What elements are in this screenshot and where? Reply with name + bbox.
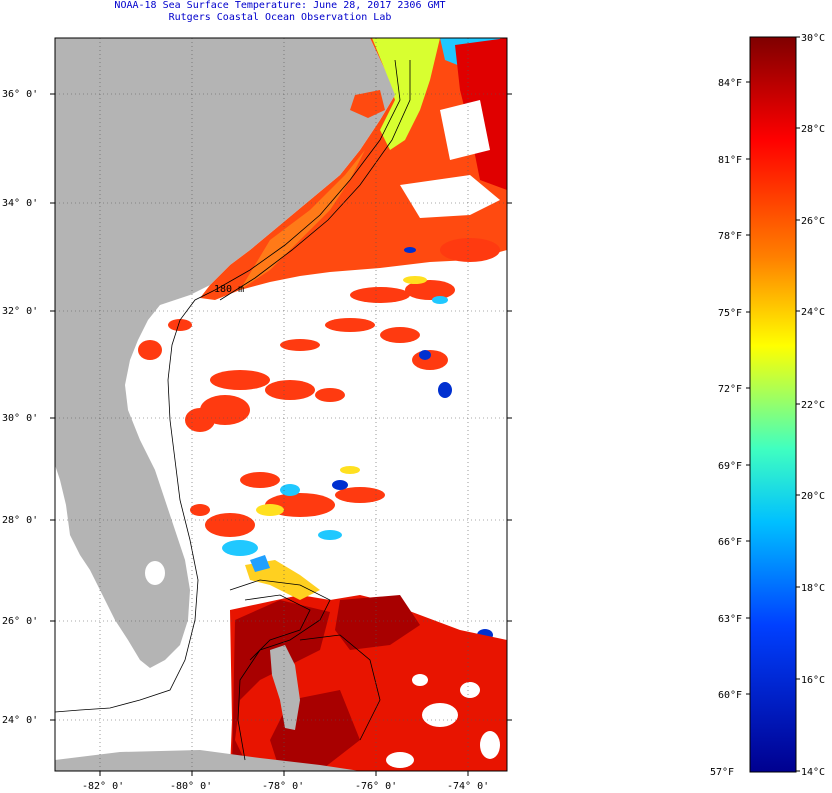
f-label-63: 63°F	[718, 614, 742, 625]
lat-axis	[50, 93, 512, 721]
c-label-30: 30°C	[801, 33, 825, 44]
us-southeast-land	[55, 38, 395, 668]
sst-grand-bahama-cold	[250, 555, 270, 572]
lon-label-76: -76° 0'	[355, 781, 397, 792]
lon-label-82: -82° 0'	[82, 781, 124, 792]
sst-yellow-patches	[256, 276, 427, 516]
c-label-24: 24°C	[801, 307, 825, 318]
cloud-gap-1	[400, 175, 500, 218]
lat-label-36: 36° 0'	[2, 89, 38, 100]
andros-island	[270, 645, 300, 730]
map-title: NOAA-18 Sea Surface Temperature: June 28…	[114, 0, 446, 11]
f-label-57: 57°F	[710, 767, 734, 778]
isobath-contours	[55, 59, 411, 761]
sst-grand-bahama-cool	[245, 560, 320, 600]
c-label-16: 16°C	[801, 675, 825, 686]
lat-label-34: 34° 0'	[2, 198, 38, 209]
f-label-66: 66°F	[718, 537, 742, 548]
sst-bahamas-hot	[232, 600, 330, 771]
cuba-land	[55, 750, 360, 771]
lat-label-24: 24° 0'	[2, 715, 38, 726]
f-label-72: 72°F	[718, 384, 742, 395]
f-label-84: 84°F	[718, 78, 742, 89]
c-label-22: 22°C	[801, 400, 825, 411]
lat-label-32: 32° 0'	[2, 306, 38, 317]
c-label-20: 20°C	[801, 491, 825, 502]
c-label-26: 26°C	[801, 216, 825, 227]
f-label-60: 60°F	[718, 690, 742, 701]
cloud-gap-2	[440, 100, 490, 160]
south-cloud-gaps	[386, 674, 500, 768]
contour-label: 180 m	[214, 284, 244, 295]
lat-label-28: 28° 0'	[2, 515, 38, 526]
lon-labels: -82° 0' -80° 0' -78° 0' -76° 0' -74° 0'	[82, 781, 489, 792]
lat-label-30: 30° 0'	[2, 413, 38, 424]
lon-label-74: -74° 0'	[447, 781, 489, 792]
colorbar-ticks	[746, 36, 800, 772]
lat-labels: 36° 0' 34° 0' 32° 0' 30° 0' 28° 0' 26° 0…	[2, 89, 38, 726]
sst-bahamas-hot-2	[335, 595, 420, 650]
lon-label-80: -80° 0'	[170, 781, 212, 792]
lat-label-26: 26° 0'	[2, 616, 38, 627]
graticule	[55, 38, 507, 771]
lon-axis	[99, 771, 469, 776]
c-label-18: 18°C	[801, 583, 825, 594]
c-label-14: 14°C	[801, 767, 825, 778]
plot-frame	[54, 37, 508, 772]
map-subtitle: Rutgers Coastal Ocean Observation Lab	[168, 12, 392, 23]
sst-cool-patches	[222, 296, 448, 556]
colorbar-fahrenheit-labels: 84°F 81°F 78°F 75°F 72°F 69°F 66°F 63°F …	[710, 78, 742, 778]
f-label-75: 75°F	[718, 308, 742, 319]
f-label-78: 78°F	[718, 231, 742, 242]
colorbar	[749, 36, 797, 773]
sst-scattered-patches	[138, 238, 500, 537]
c-label-28: 28°C	[801, 124, 825, 135]
f-label-69: 69°F	[718, 461, 742, 472]
lon-label-78: -78° 0'	[262, 781, 304, 792]
colorbar-celsius-labels: 30°C 28°C 26°C 24°C 22°C 20°C 18°C 16°C …	[801, 33, 825, 778]
f-label-81: 81°F	[718, 155, 742, 166]
lake-okeechobee	[145, 561, 165, 585]
